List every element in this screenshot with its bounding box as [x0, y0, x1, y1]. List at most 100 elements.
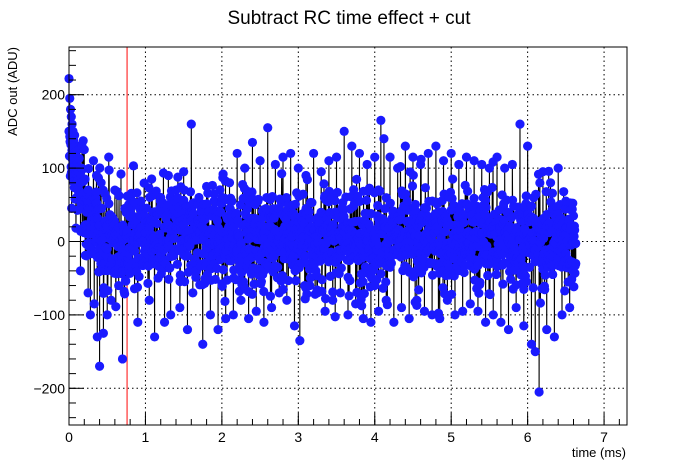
data-point	[357, 301, 367, 311]
data-point	[349, 185, 359, 195]
data-point	[106, 295, 116, 305]
data-point	[251, 306, 261, 316]
data-point	[164, 274, 174, 284]
data-point	[259, 317, 269, 327]
data-point	[362, 159, 372, 170]
data-point	[96, 178, 106, 188]
data-point	[395, 161, 406, 172]
data-point	[473, 306, 483, 316]
data-point	[134, 272, 144, 282]
data-point	[120, 289, 130, 299]
data-point	[159, 317, 170, 327]
data-point	[488, 310, 498, 320]
data-point	[320, 294, 331, 304]
data-point	[526, 201, 537, 211]
data-point	[293, 163, 303, 173]
data-point	[304, 206, 314, 217]
data-point	[408, 272, 419, 282]
data-point	[215, 185, 225, 195]
data-point	[503, 324, 514, 335]
data-point	[210, 274, 220, 284]
data-point	[97, 203, 107, 213]
data-point	[528, 283, 538, 293]
data-point	[188, 288, 198, 298]
data-point	[407, 181, 418, 191]
data-point	[291, 276, 301, 286]
data-point	[382, 300, 392, 310]
data-point	[389, 317, 399, 327]
data-point	[198, 339, 208, 349]
data-point	[116, 169, 126, 179]
data-point	[316, 167, 326, 177]
data-point	[549, 332, 559, 342]
data-point	[143, 278, 153, 288]
data-point	[568, 211, 579, 221]
data-point	[298, 189, 308, 199]
data-point	[487, 182, 497, 193]
data-point	[330, 312, 340, 322]
data-point	[103, 286, 113, 296]
data-point	[281, 214, 291, 225]
data-point	[130, 246, 140, 256]
data-point	[319, 179, 329, 189]
data-point	[317, 286, 327, 296]
data-point	[114, 280, 124, 291]
data-point	[231, 208, 242, 218]
data-point	[469, 156, 479, 166]
data-point	[376, 115, 386, 125]
data-point	[473, 260, 483, 271]
data-point	[492, 152, 502, 162]
data-point	[569, 282, 579, 292]
data-point	[220, 296, 230, 306]
data-point	[98, 328, 108, 338]
data-point	[132, 188, 142, 198]
data-point	[570, 225, 580, 235]
data-point	[438, 156, 449, 166]
data-point	[544, 166, 554, 177]
data-point	[83, 288, 93, 298]
data-point	[302, 289, 312, 299]
data-point	[218, 265, 228, 275]
data-point	[534, 387, 544, 397]
data-point	[540, 270, 550, 280]
data-point	[358, 277, 368, 287]
data-point	[361, 195, 372, 205]
data-point	[179, 167, 189, 177]
data-point	[335, 288, 345, 298]
data-point	[519, 284, 529, 294]
data-point	[500, 163, 510, 173]
data-point	[183, 251, 193, 261]
data-point	[431, 141, 441, 151]
data-point	[186, 119, 196, 129]
data-point	[267, 192, 277, 202]
data-point	[179, 277, 190, 287]
data-point	[421, 203, 432, 213]
data-point	[80, 174, 90, 184]
data-point	[91, 187, 101, 197]
data-point	[344, 291, 354, 301]
data-point	[449, 254, 459, 264]
data-point	[202, 199, 212, 209]
data-point	[396, 302, 407, 313]
x-axis-label: time (ms)	[572, 445, 626, 460]
data-point	[128, 161, 139, 171]
data-point	[523, 141, 533, 151]
data-point	[244, 313, 254, 324]
data-point	[570, 268, 580, 278]
y-tick-label: −100	[33, 307, 65, 323]
data-point	[474, 288, 484, 298]
data-point	[330, 196, 340, 206]
data-point	[571, 258, 581, 269]
y-axis-label: ADC out (ADU)	[5, 47, 20, 136]
data-point	[535, 178, 545, 188]
data-point	[247, 187, 257, 197]
data-point	[435, 313, 445, 324]
data-point	[414, 285, 424, 295]
data-point	[286, 148, 296, 159]
data-point	[370, 152, 380, 162]
data-point	[461, 152, 472, 162]
data-point	[175, 270, 185, 280]
data-point	[568, 198, 578, 208]
data-point	[545, 178, 556, 188]
data-point	[345, 275, 355, 286]
